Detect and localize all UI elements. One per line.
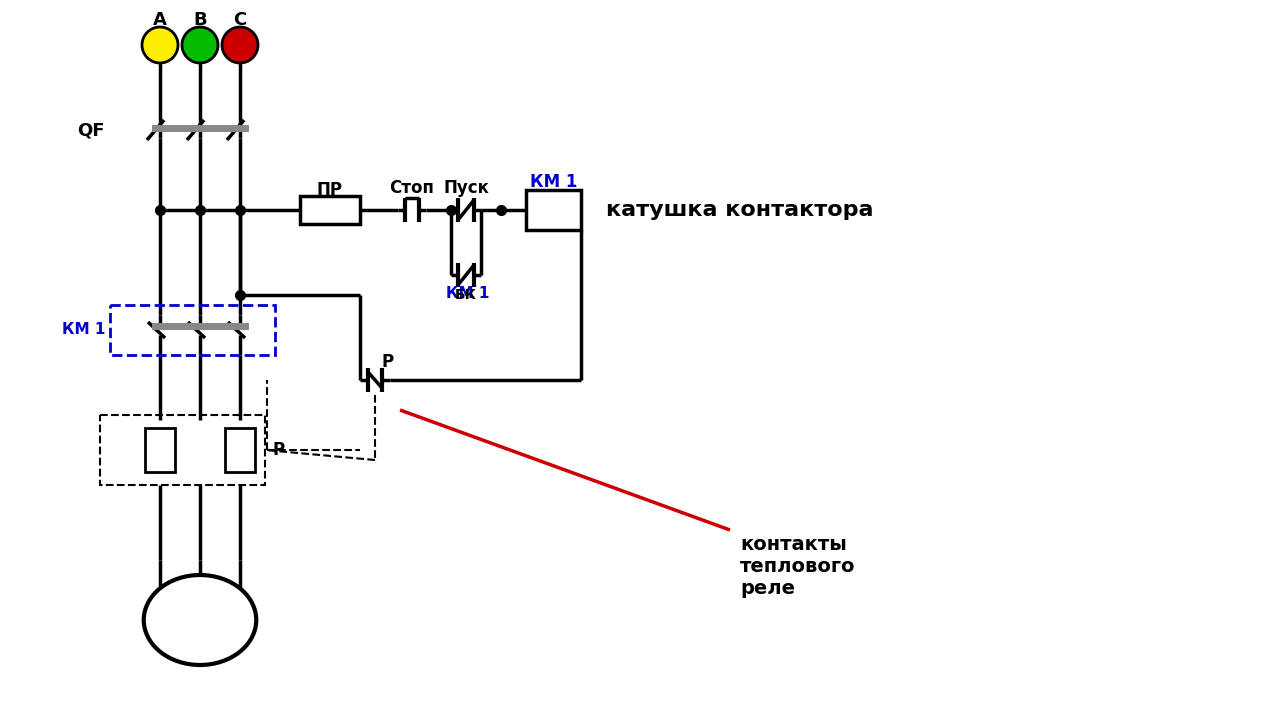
Text: контакты
теплового
реле: контакты теплового реле: [740, 535, 855, 598]
Text: Стоп: Стоп: [389, 179, 434, 197]
Text: КМ 1: КМ 1: [530, 173, 577, 191]
Bar: [145, 428, 175, 472]
Text: Пуск: Пуск: [443, 179, 489, 197]
Text: ПР: ПР: [317, 181, 343, 199]
Text: P: P: [273, 441, 285, 459]
Bar: [100, 415, 265, 485]
Bar: [110, 305, 275, 355]
Bar: [300, 196, 360, 224]
Text: катушка контактора: катушка контактора: [605, 200, 873, 220]
Text: B: B: [193, 11, 207, 29]
Circle shape: [221, 27, 259, 63]
Circle shape: [182, 27, 218, 63]
Ellipse shape: [143, 575, 256, 665]
Text: QF: QF: [78, 121, 105, 139]
Text: КМ 1: КМ 1: [445, 286, 489, 300]
Text: C: C: [233, 11, 247, 29]
Text: P: P: [381, 353, 394, 371]
Bar: [526, 190, 581, 230]
Circle shape: [142, 27, 178, 63]
Text: КМ 1: КМ 1: [61, 323, 105, 338]
Text: БК: БК: [454, 288, 477, 302]
Bar: [225, 428, 255, 472]
Text: A: A: [154, 11, 166, 29]
Text: M: M: [188, 608, 212, 632]
